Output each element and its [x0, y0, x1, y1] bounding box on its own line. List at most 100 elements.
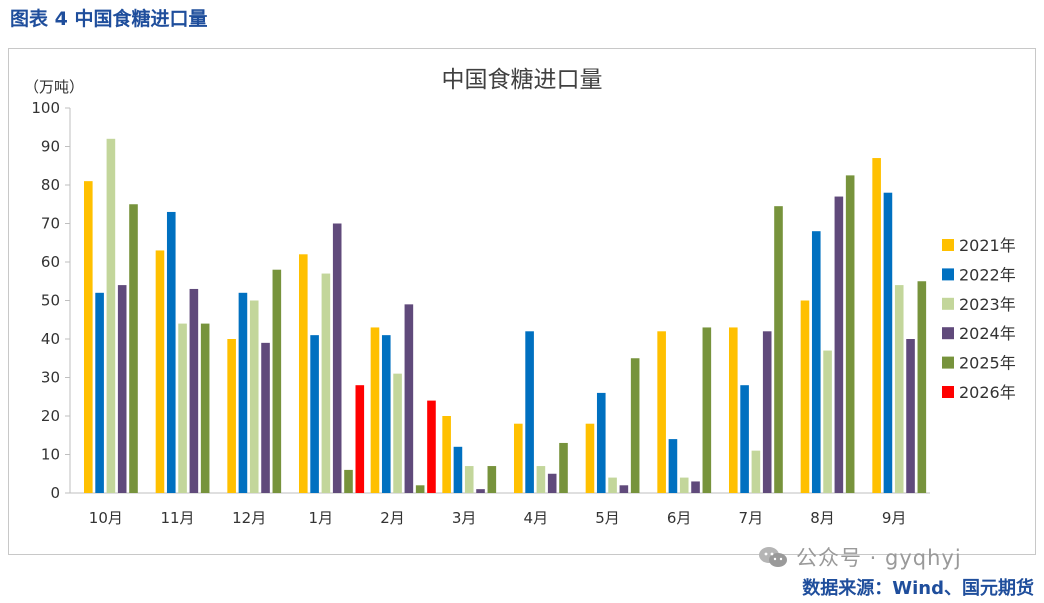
bar	[619, 485, 629, 493]
x-tick-label: 8月	[810, 509, 835, 527]
bar	[872, 158, 881, 494]
bar	[166, 211, 176, 493]
bar	[84, 181, 93, 493]
bar	[464, 466, 474, 493]
legend-label: 2022年	[959, 265, 1016, 284]
bar	[321, 273, 331, 493]
bar	[894, 285, 904, 493]
bar	[381, 335, 391, 493]
bar	[702, 327, 712, 493]
legend-label: 2025年	[959, 354, 1016, 373]
bar	[178, 323, 187, 493]
y-tick-label: 60	[41, 253, 60, 271]
bar	[906, 339, 915, 493]
x-tick-label: 7月	[739, 509, 764, 527]
legend-swatch	[942, 268, 954, 281]
bar	[630, 358, 640, 493]
x-tick-label: 10月	[89, 509, 123, 527]
bar	[762, 331, 772, 493]
bar	[106, 138, 116, 494]
x-tick-label: 5月	[595, 509, 620, 527]
bar	[585, 423, 595, 493]
x-tick-label: 9月	[882, 509, 907, 527]
bar	[332, 223, 342, 493]
bar	[415, 485, 425, 493]
bar	[272, 269, 282, 493]
bar	[740, 385, 749, 493]
bar	[344, 469, 353, 493]
bars-group	[84, 138, 927, 494]
y-tick-label: 20	[41, 407, 60, 425]
chart-title: 中国食糖进口量	[442, 67, 603, 93]
bar	[547, 473, 557, 493]
bar	[310, 335, 319, 493]
bar	[487, 466, 497, 493]
y-tick-label: 40	[41, 330, 60, 348]
y-tick-label: 0	[50, 484, 60, 502]
x-tick-label: 3月	[452, 509, 477, 527]
bar	[917, 281, 927, 493]
bar	[189, 288, 199, 493]
bar	[751, 450, 761, 493]
legend-swatch	[942, 386, 954, 398]
legend: 2021年 2022年 2023年 2024年 2025年 2026年	[942, 236, 1016, 402]
bar	[691, 481, 700, 493]
bar	[129, 204, 138, 493]
bar	[393, 373, 402, 493]
bar	[800, 300, 810, 493]
bar	[261, 342, 270, 493]
y-tick-label: 70	[41, 215, 60, 233]
axes-group: 0 10 20 30 40 50 60 70 80 90 100 10月 11月 12月 1月 2月 3月 4月 5…	[31, 99, 930, 527]
watermark-text: 公众号 · gyqhyj	[796, 546, 962, 570]
data-source: 数据来源：Wind、国元期货	[802, 578, 1034, 599]
bar	[536, 466, 546, 493]
bar	[514, 423, 523, 493]
legend-label: 2024年	[959, 324, 1016, 343]
y-tick-label: 80	[41, 176, 60, 194]
y-tick-label: 10	[41, 446, 60, 464]
bar	[427, 400, 436, 493]
bar	[200, 323, 210, 493]
bar	[442, 416, 451, 493]
x-tick-label: 2月	[380, 509, 405, 527]
x-tick-label: 11月	[160, 509, 194, 527]
legend-swatch	[942, 356, 954, 369]
legend-label: 2023年	[959, 295, 1016, 314]
chart-frame	[8, 48, 1036, 555]
x-tick-label: 4月	[524, 509, 549, 527]
bar	[883, 192, 893, 493]
y-tick-label: 30	[41, 369, 60, 387]
bar	[811, 231, 821, 493]
x-tick-label: 1月	[309, 509, 334, 527]
bar	[657, 331, 666, 493]
legend-label: 2021年	[959, 236, 1016, 255]
bar	[679, 477, 689, 493]
bar	[227, 339, 236, 493]
bar	[525, 331, 534, 493]
figure-header: 图表 4 中国食糖进口量	[10, 8, 208, 30]
bar	[729, 327, 738, 493]
bar	[823, 350, 832, 493]
bar	[559, 442, 568, 493]
legend-label: 2026年	[959, 383, 1016, 402]
bar	[453, 446, 463, 493]
y-tick-label: 50	[41, 292, 60, 310]
y-axis-unit-label: （万吨）	[24, 78, 84, 96]
bar	[155, 250, 165, 493]
bar	[355, 385, 365, 493]
watermark: 公众号 · gyqhyj	[758, 542, 962, 572]
bar	[404, 304, 414, 493]
bar	[476, 489, 485, 493]
x-tick-label: 6月	[667, 509, 692, 527]
bar	[249, 300, 259, 493]
bar	[596, 392, 606, 493]
x-tick-label: 12月	[232, 509, 266, 527]
bar	[608, 477, 617, 493]
bar	[668, 439, 678, 493]
bar	[845, 175, 855, 493]
bar	[299, 254, 308, 493]
legend-swatch	[942, 297, 954, 310]
bar	[834, 196, 844, 494]
y-tick-label: 100	[31, 99, 60, 117]
